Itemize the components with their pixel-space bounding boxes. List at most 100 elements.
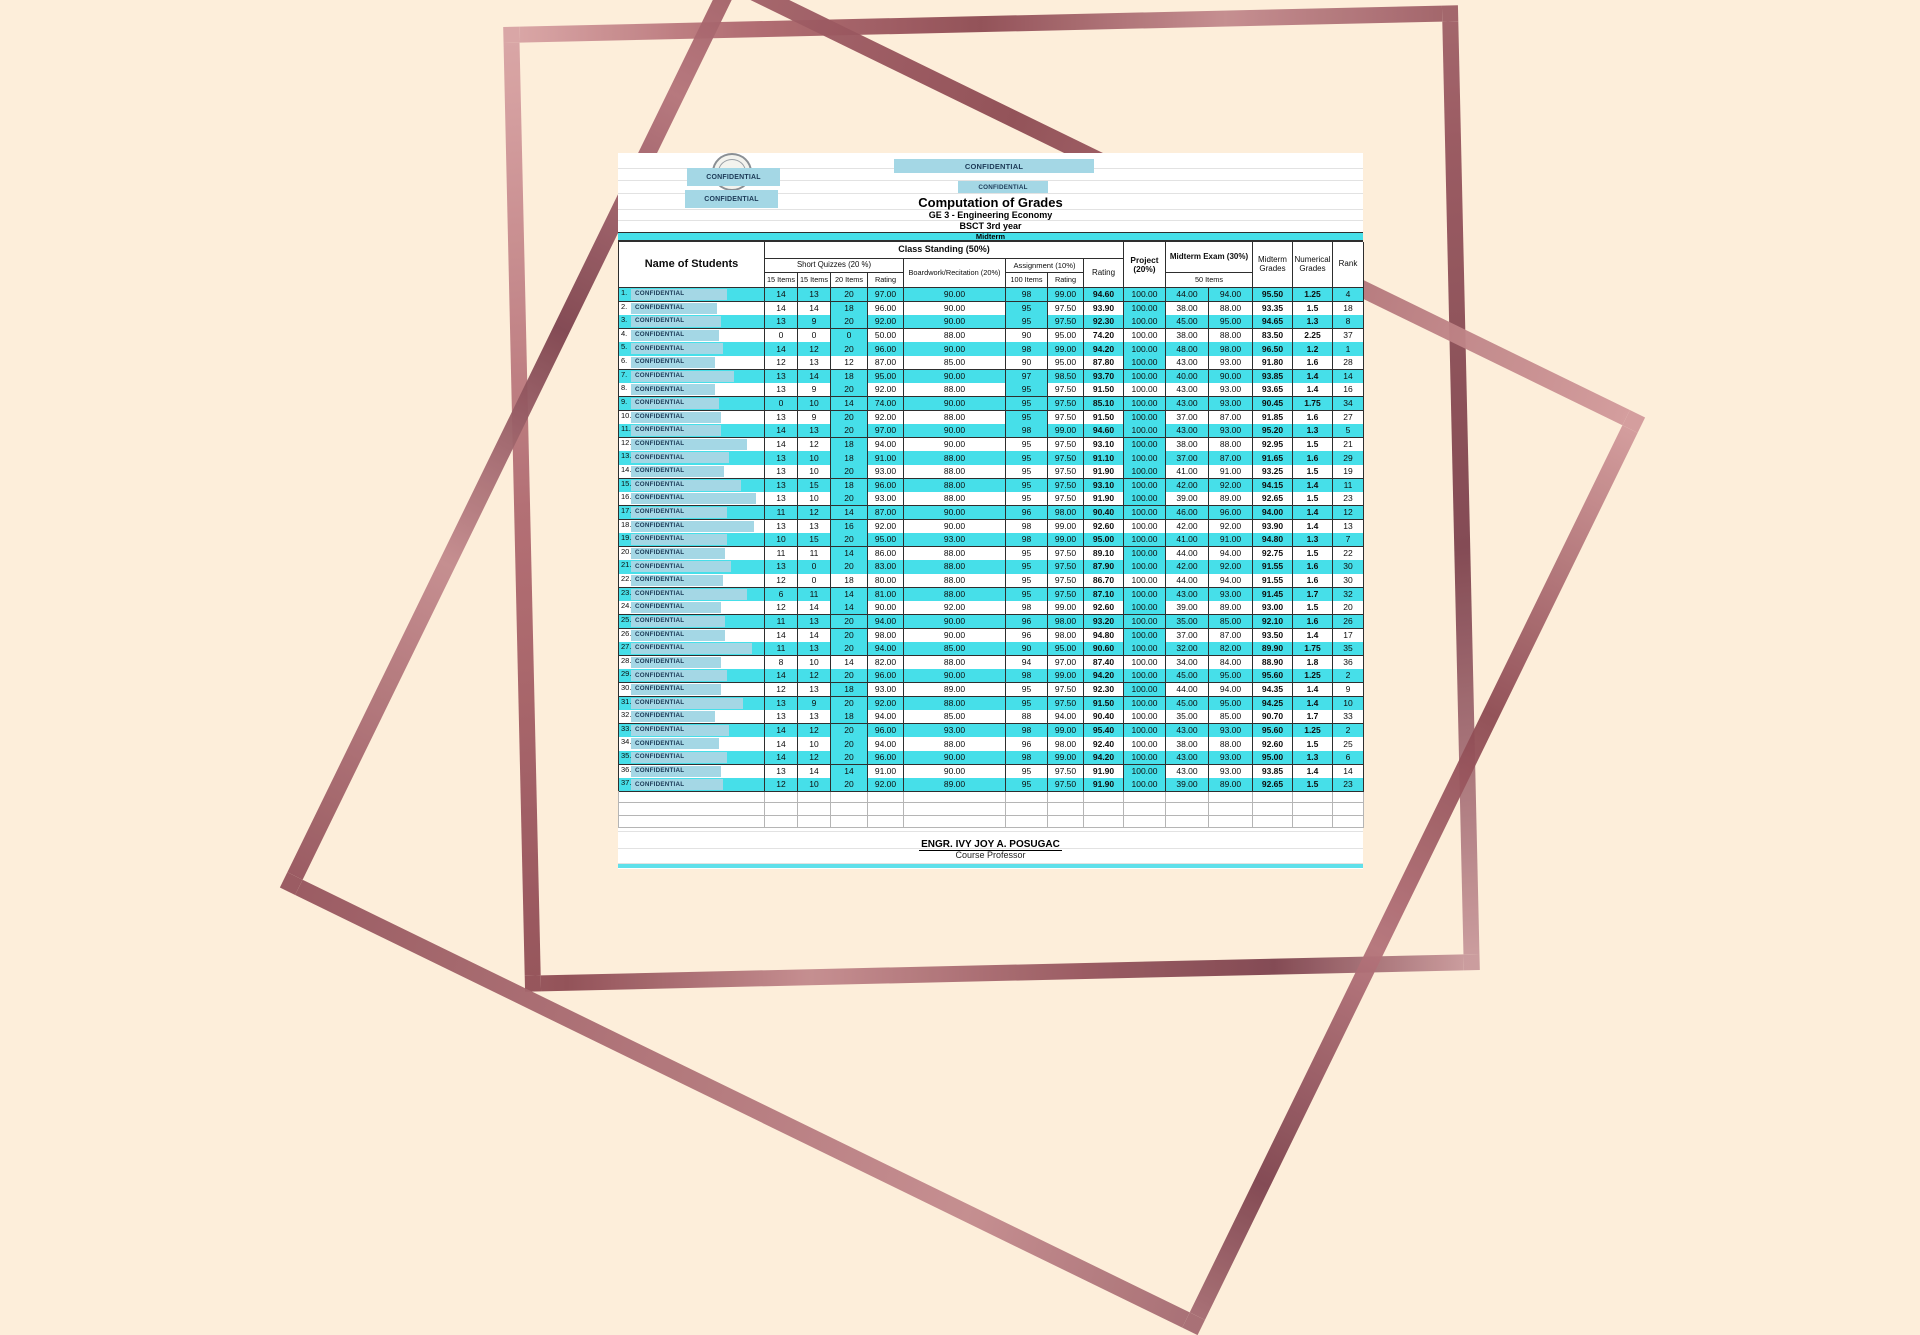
row-number: 33. — [621, 723, 632, 733]
student-name-cell: 25. CONFIDENTIAL — [619, 614, 765, 629]
grade-cell: 94.80 — [1253, 533, 1293, 548]
row-number: 1. — [621, 288, 628, 297]
grade-cell: 89.00 — [904, 778, 1006, 793]
gridline — [618, 209, 1363, 210]
grade-cell: 1.6 — [1293, 451, 1333, 466]
row-number: 30. — [621, 682, 632, 692]
redaction-box: CONFIDENTIAL — [631, 656, 721, 668]
grade-cell: 90 — [1006, 642, 1048, 657]
empty-cell — [1333, 791, 1364, 804]
grade-cell: 10 — [798, 451, 831, 466]
grade-cell: 43.00 — [1166, 723, 1209, 738]
grade-cell: 99.00 — [1048, 288, 1084, 303]
grade-cell: 97.00 — [868, 424, 904, 439]
grade-cell: 12 — [765, 356, 798, 371]
student-name-cell: 27. CONFIDENTIAL — [619, 642, 765, 657]
grade-cell: 90.00 — [904, 628, 1006, 643]
grade-cell: 20 — [831, 383, 868, 398]
grade-cell: 97 — [1006, 369, 1048, 384]
redaction-box: CONFIDENTIAL — [631, 438, 747, 450]
grade-cell: 93.35 — [1253, 301, 1293, 316]
row-number: 31. — [621, 696, 632, 706]
empty-cell — [868, 791, 904, 804]
grade-cell: 97.50 — [1048, 396, 1084, 412]
professor-name: ENGR. IVY JOY A. POSUGAC — [618, 834, 1363, 852]
grade-cell: 97.50 — [1048, 574, 1084, 589]
grade-cell: 13 — [765, 383, 798, 398]
grade-cell: 1.6 — [1293, 410, 1333, 425]
grade-cell: 90.00 — [904, 505, 1006, 521]
grade-cell: 14 — [831, 764, 868, 779]
grade-cell: 20 — [1333, 601, 1364, 616]
grade-cell: 1.6 — [1293, 574, 1333, 589]
grade-cell: 91.90 — [1084, 465, 1124, 480]
grade-cell: 94.00 — [1209, 546, 1253, 561]
redaction-box: CONFIDENTIAL — [631, 765, 721, 777]
empty-cell — [1293, 815, 1333, 828]
grade-cell: 1.4 — [1293, 478, 1333, 493]
grade-cell: 14 — [765, 288, 798, 303]
grade-cell: 80.00 — [868, 574, 904, 589]
grade-cell: 100.00 — [1124, 723, 1166, 738]
empty-cell — [1084, 791, 1124, 804]
grade-cell: 13 — [798, 519, 831, 534]
grade-cell: 96.00 — [868, 342, 904, 357]
grade-cell: 93.00 — [904, 723, 1006, 738]
grade-cell: 96.00 — [868, 478, 904, 493]
grade-cell: 35.00 — [1166, 710, 1209, 725]
grade-cell: 97.50 — [1048, 301, 1084, 316]
row-number: 34. — [621, 737, 632, 747]
grade-cell: 20 — [831, 696, 868, 711]
student-name-cell: 26. CONFIDENTIAL — [619, 628, 765, 643]
empty-cell — [1166, 815, 1209, 828]
grade-cell: 1.5 — [1293, 437, 1333, 452]
grade-cell: 100.00 — [1124, 710, 1166, 725]
grade-cell: 95 — [1006, 301, 1048, 316]
grade-cell: 1.4 — [1293, 369, 1333, 384]
grade-cell: 98 — [1006, 424, 1048, 439]
course-title: GE 3 - Engineering Economy — [928, 210, 1053, 220]
grade-cell: 16 — [831, 519, 868, 534]
row-number: 11. — [621, 424, 631, 434]
redaction-box: CONFIDENTIAL — [631, 615, 725, 627]
grade-cell: 12 — [765, 682, 798, 698]
grade-cell: 85.00 — [1209, 710, 1253, 725]
grade-cell: 96.00 — [868, 669, 904, 684]
grade-cell: 92.00 — [1209, 560, 1253, 575]
grade-cell: 87.10 — [1084, 587, 1124, 602]
empty-cell — [765, 815, 798, 828]
grade-cell: 10 — [1333, 696, 1364, 711]
grade-cell: 96.50 — [1253, 342, 1293, 357]
grade-cell: 98 — [1006, 669, 1048, 684]
grade-cell: 1.7 — [1293, 587, 1333, 602]
grade-cell: 100.00 — [1124, 356, 1166, 371]
row-number: 19. — [621, 533, 632, 543]
grade-cell: 98 — [1006, 751, 1048, 766]
grade-cell: 93.10 — [1084, 478, 1124, 493]
student-name-cell: 3. CONFIDENTIAL — [619, 315, 765, 330]
grade-cell: 97.50 — [1048, 696, 1084, 711]
grade-cell: 95 — [1006, 465, 1048, 480]
grade-cell: 11 — [765, 642, 798, 657]
grade-cell: 11 — [798, 587, 831, 602]
grade-cell: 100.00 — [1124, 669, 1166, 684]
grade-cell: 19 — [1333, 465, 1364, 480]
grade-cell: 100.00 — [1124, 574, 1166, 589]
grade-cell: 100.00 — [1124, 328, 1166, 343]
empty-cell — [868, 815, 904, 828]
grade-cell: 23 — [1333, 492, 1364, 507]
grade-cell: 37.00 — [1166, 628, 1209, 643]
student-name-cell: 29. CONFIDENTIAL — [619, 669, 765, 684]
column-header: Class Standing (50%) — [765, 242, 1124, 259]
grade-cell: 95.00 — [1209, 315, 1253, 330]
grade-cell: 100.00 — [1124, 751, 1166, 766]
row-number: 3. — [621, 315, 628, 325]
grade-cell: 92.00 — [904, 601, 1006, 616]
row-number: 32. — [621, 710, 632, 720]
grade-cell: 14 — [765, 723, 798, 738]
grade-cell: 18 — [831, 710, 868, 725]
grade-cell: 20 — [831, 628, 868, 643]
grade-cell: 45.00 — [1166, 696, 1209, 711]
grade-cell: 92.00 — [1209, 478, 1253, 493]
column-header: 100 Items — [1006, 273, 1048, 288]
